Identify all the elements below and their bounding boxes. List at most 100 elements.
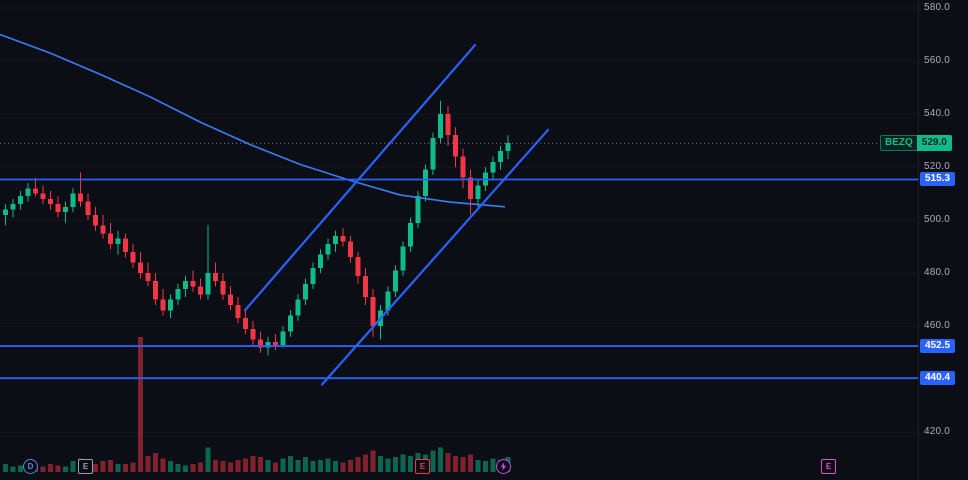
volume-bar xyxy=(93,463,98,472)
candle-body xyxy=(175,289,181,300)
earnings-marker[interactable]: E xyxy=(78,459,93,474)
volume-bar xyxy=(10,466,16,472)
candle-body xyxy=(430,137,436,170)
volume-bar xyxy=(438,447,443,472)
candle-body xyxy=(310,267,316,284)
volume-bar xyxy=(400,454,406,472)
price-tick: 460.0 xyxy=(924,320,951,332)
candle-body xyxy=(70,193,76,207)
candle-body xyxy=(108,233,113,244)
trend-line[interactable] xyxy=(320,128,550,386)
candle-body xyxy=(100,225,106,234)
volume-bar xyxy=(408,455,413,472)
volume-bar xyxy=(453,455,458,472)
candle-body xyxy=(228,294,233,305)
volume-bar xyxy=(213,459,218,472)
volume-bar xyxy=(475,459,481,472)
volume-bar xyxy=(168,461,173,472)
candle-body xyxy=(475,185,481,199)
candle-body xyxy=(153,281,158,300)
price-tick: 480.0 xyxy=(924,267,951,279)
price-tick: 520.0 xyxy=(924,161,951,173)
moving-average-line xyxy=(0,33,506,208)
symbol-ticker: BEZQ xyxy=(880,135,917,152)
volume-bar xyxy=(273,462,278,472)
candle-body xyxy=(363,275,368,298)
candle-body xyxy=(93,214,98,226)
volume-bar xyxy=(235,459,241,472)
candle-body xyxy=(48,198,53,205)
candle-body xyxy=(55,204,61,213)
earnings-marker[interactable]: E xyxy=(821,459,836,474)
candle-body xyxy=(123,238,128,252)
volume-bar xyxy=(243,458,248,472)
volume-bar xyxy=(160,458,166,472)
candle-body xyxy=(198,286,203,295)
volume-bar xyxy=(483,461,488,472)
candle-body xyxy=(273,342,278,345)
candle-body xyxy=(235,304,241,319)
candle-body xyxy=(415,196,421,223)
candle-body xyxy=(183,281,188,290)
earnings-marker[interactable]: E xyxy=(415,459,430,474)
candle-body xyxy=(318,254,323,268)
candle-body xyxy=(385,291,391,311)
volume-bar xyxy=(295,459,301,472)
volume-bar xyxy=(228,462,233,472)
candle-body xyxy=(78,193,83,202)
candle-body xyxy=(490,161,496,173)
price-tick: 420.0 xyxy=(924,426,951,438)
volume-bar xyxy=(250,455,256,472)
candle-body xyxy=(205,273,211,295)
volume-bar xyxy=(445,453,451,472)
volume-bar xyxy=(63,466,68,472)
price-tick: 500.0 xyxy=(924,214,951,226)
volume-bar xyxy=(190,463,196,472)
candle-body xyxy=(25,188,31,197)
candle-body xyxy=(33,188,38,194)
last-price-value: 529.0 xyxy=(916,135,952,152)
volume-bar xyxy=(288,455,293,472)
volume-bar xyxy=(70,461,76,472)
price-line-label[interactable]: 515.3 xyxy=(920,172,956,187)
last-price-label: BEZQ 529.0 xyxy=(880,135,952,152)
candle-body xyxy=(130,251,136,263)
volume-bar xyxy=(468,454,473,472)
trend-line[interactable] xyxy=(243,43,477,312)
price-line-label[interactable]: 440.4 xyxy=(920,370,956,385)
dividend-marker[interactable]: D xyxy=(23,459,38,474)
price-tick: 560.0 xyxy=(924,54,951,66)
volume-bar xyxy=(258,457,263,472)
candle-body xyxy=(280,331,286,345)
candle-body xyxy=(10,204,16,210)
lightning-marker[interactable] xyxy=(496,459,511,474)
candle-body xyxy=(370,297,376,327)
volume-bar xyxy=(363,454,368,472)
candle-body xyxy=(220,281,226,295)
candle-body xyxy=(145,273,151,282)
candle-body xyxy=(355,257,361,276)
candle-body xyxy=(340,236,346,242)
volume-bar xyxy=(370,450,376,472)
volume-bar xyxy=(3,463,8,472)
candle-body xyxy=(295,299,301,316)
candle-body xyxy=(505,143,511,152)
candle-body xyxy=(438,114,443,138)
price-line-label[interactable]: 452.5 xyxy=(920,338,956,353)
volume-bar xyxy=(265,459,271,472)
candle-body xyxy=(250,328,256,340)
volume-bar xyxy=(198,462,203,472)
candle-body xyxy=(303,283,308,300)
candle-body xyxy=(400,246,406,271)
volume-bar xyxy=(220,461,226,472)
volume-bar xyxy=(340,462,346,472)
volume-bar xyxy=(18,465,23,472)
volume-bar xyxy=(385,458,391,472)
volume-bar xyxy=(378,455,383,472)
candle-body xyxy=(138,262,143,274)
candle-body xyxy=(243,318,248,329)
candle-body xyxy=(63,206,68,213)
candle-body xyxy=(168,299,173,311)
